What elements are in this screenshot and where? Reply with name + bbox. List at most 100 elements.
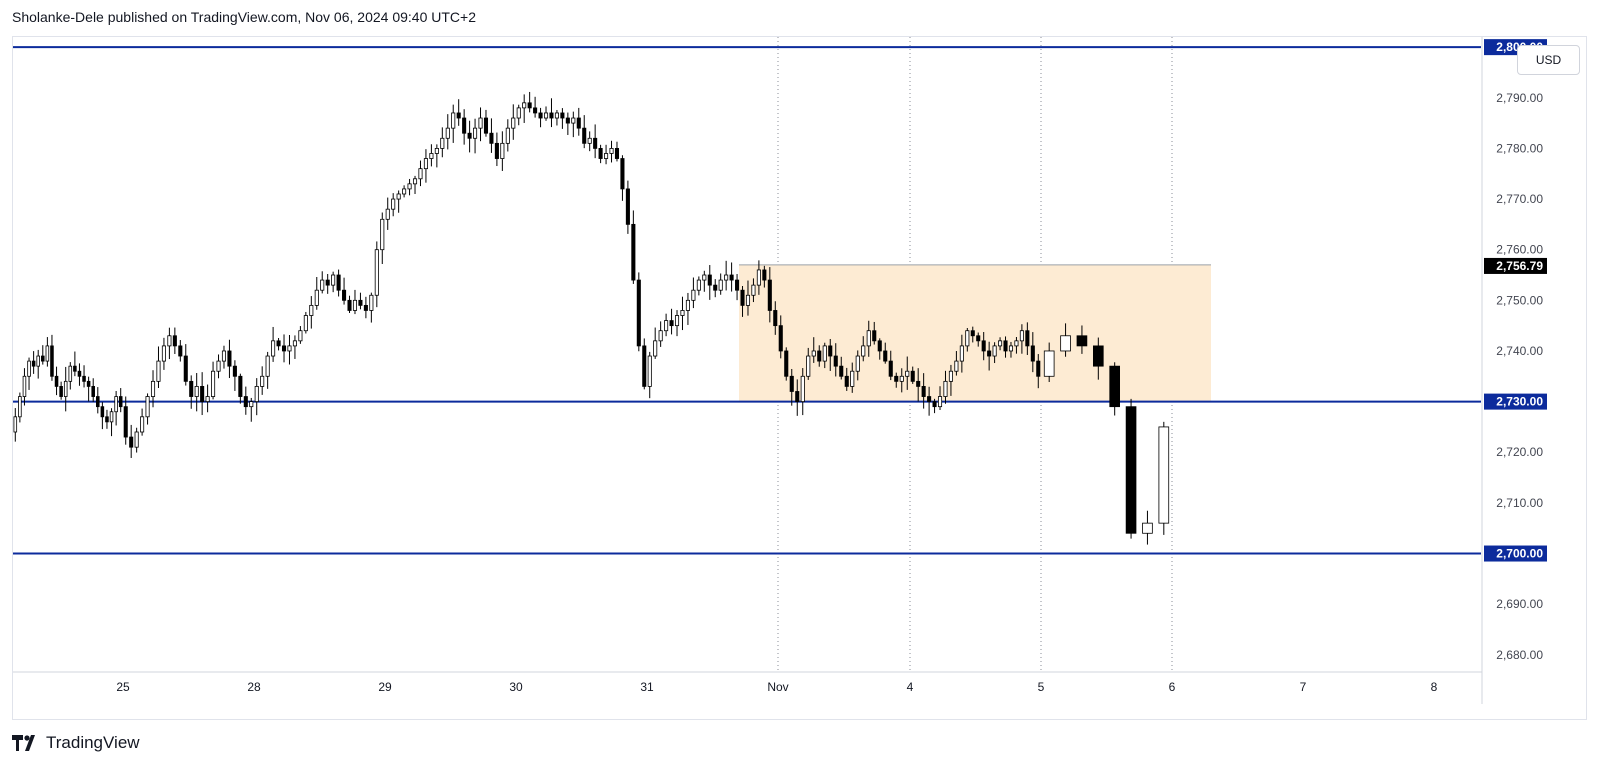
candle [123, 396, 128, 445]
candle [729, 262, 734, 292]
candle [276, 337, 281, 351]
candle [658, 321, 663, 347]
candle-body [756, 269, 761, 286]
candle [987, 341, 992, 371]
candle-body [1060, 335, 1071, 352]
candle [238, 373, 243, 404]
candle [549, 98, 554, 128]
candle [954, 351, 959, 376]
candle [527, 91, 532, 113]
candle-body [784, 350, 789, 377]
candle-body [604, 153, 609, 159]
y-tick-label: 2,710.00 [1496, 496, 1543, 510]
candle [702, 270, 707, 292]
range-box [739, 264, 1211, 402]
candle [500, 131, 505, 171]
candle-body [156, 360, 161, 382]
candle [86, 376, 91, 402]
candle [1008, 341, 1014, 358]
candle-body [943, 380, 948, 397]
candle [172, 327, 177, 354]
x-tick-label: 7 [1300, 680, 1307, 694]
candle-body [13, 416, 18, 433]
y-tick-label: 2,790.00 [1496, 91, 1543, 105]
candle [707, 265, 712, 300]
candle [1043, 342, 1055, 383]
candle-body [976, 335, 981, 342]
candle [309, 296, 314, 329]
candle [877, 338, 882, 360]
candle [713, 279, 718, 298]
candle [320, 271, 325, 294]
candle [243, 386, 248, 415]
candle-body [238, 375, 243, 397]
candle [614, 141, 620, 162]
candle-body [31, 360, 36, 367]
candle [1093, 337, 1104, 380]
candle-body [598, 148, 603, 159]
candle-body [954, 360, 959, 372]
candle-body [1076, 335, 1088, 347]
candle [511, 104, 516, 140]
candle-body [352, 299, 358, 311]
candle [456, 99, 461, 126]
candle-body [380, 218, 385, 251]
candle [965, 328, 970, 352]
candle [129, 424, 134, 458]
candle [189, 375, 194, 409]
candle [194, 373, 199, 412]
publisher-caption: Sholanke-Dele published on TradingView.c… [12, 9, 476, 25]
candle-body [883, 350, 888, 362]
candle [751, 278, 756, 303]
candle-body [134, 431, 139, 448]
candle-body [331, 274, 336, 286]
candle-body [1043, 350, 1055, 377]
candle-body [992, 345, 997, 357]
footer-brand[interactable]: TradingView [12, 733, 140, 753]
candle [336, 269, 341, 297]
candle-body [669, 320, 674, 327]
y-tick-label: 2,740.00 [1496, 344, 1543, 358]
candle-body [762, 269, 767, 281]
candle-body [593, 137, 598, 149]
y-tick-label: 2,750.00 [1496, 293, 1543, 307]
candle [976, 332, 981, 347]
candle-body [445, 127, 450, 139]
candle [905, 356, 910, 390]
candle-body [565, 117, 570, 124]
candle-body [342, 289, 347, 301]
candle [817, 345, 822, 367]
candle-body [664, 320, 669, 332]
candle [63, 366, 68, 412]
candle-body [614, 148, 620, 159]
x-tick-label: Nov [767, 680, 788, 694]
y-tick-label: 2,770.00 [1496, 192, 1543, 206]
candle-body [451, 112, 456, 129]
candle [178, 340, 183, 362]
candle [959, 334, 964, 373]
candle-body [811, 350, 816, 357]
candle-body [22, 375, 27, 397]
candle [1003, 336, 1008, 358]
candle-body [1008, 345, 1014, 352]
currency-button[interactable]: USD [1517, 45, 1580, 75]
candle-body [647, 355, 652, 387]
candle-body [888, 360, 893, 377]
candle-body [745, 294, 751, 306]
x-tick-label: 25 [116, 680, 130, 694]
candle-body [347, 299, 352, 311]
candle [374, 241, 379, 308]
candle [134, 427, 139, 453]
x-tick-label: 8 [1431, 680, 1438, 694]
candle-body [41, 355, 45, 362]
candle [560, 108, 565, 129]
candle-body [440, 137, 445, 149]
candle-body [576, 117, 581, 129]
candle [872, 321, 877, 345]
candle-body [1036, 360, 1041, 377]
candle [31, 351, 36, 374]
candle-body [571, 117, 576, 124]
candle-body [423, 158, 428, 170]
x-tick-label: 4 [907, 680, 914, 694]
